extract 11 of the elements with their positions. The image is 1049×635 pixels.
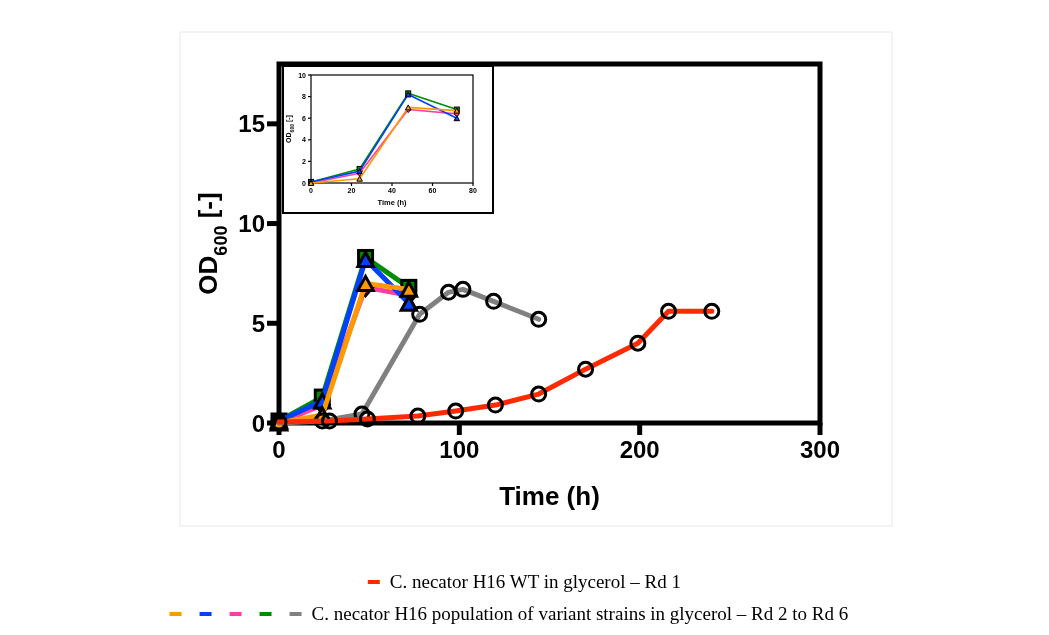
x-tick-label: 200 <box>619 435 660 463</box>
x-tick-label: 100 <box>439 435 480 463</box>
y-tick-label: 5 <box>251 309 265 337</box>
x-axis-title: Time (h) <box>499 481 600 511</box>
legend-label: C. necator H16 population of variant strains in glycerol – Rd 2 to Rd 6 <box>311 603 849 624</box>
y-tick-label: 10 <box>238 210 265 238</box>
x-tick-label: 0 <box>272 435 286 463</box>
legend-label: C. necator H16 WT in glycerol – Rd 1 <box>389 571 681 592</box>
y-tick-label: 15 <box>238 110 265 138</box>
y-tick-label: 0 <box>251 409 265 437</box>
x-tick-label: 300 <box>799 435 841 463</box>
